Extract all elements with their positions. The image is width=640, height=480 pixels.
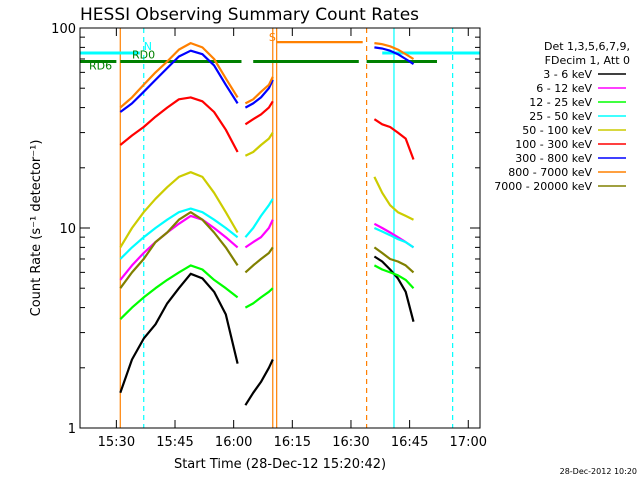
- timestamp: 28-Dec-2012 10:20: [560, 467, 637, 476]
- series-1-segment-0: [119, 214, 239, 281]
- legend-label-1: 6 - 12 keV: [536, 82, 592, 95]
- series-2-segment-2: [373, 264, 415, 289]
- series-4-segment-2: [373, 176, 414, 221]
- legend-header-line-2: FDecim 1, Att 0: [545, 54, 630, 67]
- legend-label-3: 25 - 50 keV: [529, 110, 592, 123]
- x-tick-label-0: 15:30: [98, 435, 135, 450]
- legend-label-2: 12 - 25 keV: [529, 96, 592, 109]
- series-8-segment-1: [244, 246, 274, 274]
- annotation-1: S: [269, 31, 276, 44]
- legend-label-5: 100 - 300 keV: [515, 138, 592, 151]
- legend-header-line-1: Det 1,3,5,6,7,9,: [544, 40, 630, 53]
- series-8-segment-0: [119, 211, 239, 289]
- x-axis-label: Start Time (28-Dec-12 15:20:42): [174, 457, 386, 472]
- legend-label-8: 7000 - 20000 keV: [494, 180, 592, 193]
- series-3-segment-2: [373, 226, 415, 249]
- y-axis-ticks: 1 10 100: [51, 22, 480, 437]
- legend: Det 1,3,5,6,7,9, FDecim 1, Att 0 3 - 6 k…: [494, 40, 630, 193]
- state-bar-label-0: N: [144, 40, 152, 53]
- series-6-segment-1: [244, 79, 274, 109]
- series-0-segment-0: [119, 272, 239, 394]
- series-0-segment-1: [244, 359, 274, 406]
- series-6-segment-2: [374, 46, 415, 66]
- series-2-segment-0: [119, 264, 239, 320]
- series-lines: [119, 40, 415, 406]
- x-tick-label-6: 17:00: [450, 435, 487, 450]
- chart-title: HESSI Observing Summary Count Rates: [80, 5, 419, 25]
- series-8-segment-2: [373, 246, 415, 274]
- series-4-segment-0: [119, 171, 239, 248]
- legend-label-7: 800 - 7000 keV: [508, 166, 592, 179]
- x-tick-label-3: 16:15: [274, 435, 311, 450]
- legend-label-0: 3 - 6 keV: [543, 68, 592, 81]
- state-bar-label-1: RD0: [132, 48, 155, 61]
- series-7-segment-3: [374, 42, 415, 60]
- series-5-segment-1: [244, 100, 274, 126]
- vertical-markers: [119, 28, 454, 428]
- series-3-segment-1: [244, 198, 274, 238]
- series-5-segment-0: [119, 96, 239, 153]
- series-1-segment-1: [244, 219, 274, 249]
- x-tick-label-2: 16:00: [215, 435, 252, 450]
- annotation-0: RD6: [89, 60, 112, 73]
- series-6-segment-0: [119, 49, 239, 113]
- x-tick-label-5: 16:45: [391, 435, 428, 450]
- y-tick-label-0: 1: [68, 422, 76, 437]
- series-7-segment-1: [244, 76, 274, 105]
- x-tick-label-1: 15:45: [156, 435, 193, 450]
- series-2-segment-1: [244, 287, 274, 309]
- series-5-segment-2: [373, 118, 415, 160]
- y-axis-label: Count Rate (s⁻¹ detector⁻¹): [29, 140, 44, 317]
- series-4-segment-1: [244, 132, 274, 157]
- x-axis-ticks: 15:30 15:45 16:00 16:15 16:30 16:45 17:00: [98, 28, 487, 450]
- legend-label-4: 50 - 100 keV: [522, 124, 592, 137]
- series-7-segment-0: [119, 41, 239, 109]
- legend-label-6: 300 - 800 keV: [515, 152, 592, 165]
- y-tick-label-2: 100: [51, 22, 76, 37]
- x-tick-label-4: 16:30: [332, 435, 369, 450]
- series-3-segment-0: [119, 207, 239, 260]
- annotations: RD6 S: [89, 31, 276, 72]
- y-tick-label-1: 10: [59, 222, 76, 237]
